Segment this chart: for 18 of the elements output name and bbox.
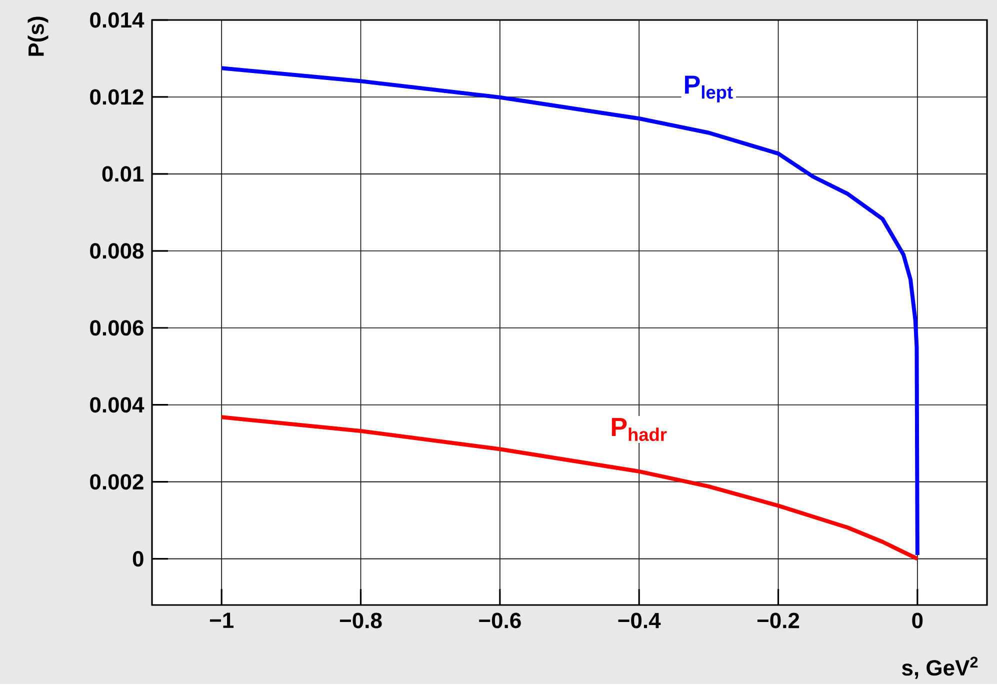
y-tick-label: 0.006 [90,320,144,336]
x-axis-title: s, GeV$^{2}$ [902,656,978,679]
y-tick-label: 0.012 [90,89,144,105]
x-tick-label: −0.4 [618,612,661,628]
x-tick-label: −0.2 [757,612,800,628]
x-tick-label: 0 [912,612,923,628]
y-tick-label: 0.01 [102,166,144,182]
x-tick-label: −0.8 [340,612,382,628]
x-tick-label: −1 [210,612,234,628]
series-label: P$_{lept}$ [685,76,733,102]
y-tick-label: 0.008 [90,243,144,259]
y-tick-label: 0.014 [90,12,144,28]
series-label: P$_{hadr}$ [612,418,667,441]
y-tick-label: 0 [132,550,144,567]
y-tick-label: 0.004 [90,397,144,413]
y-tick-label: 0.002 [90,474,144,490]
x-tick-label: −0.6 [479,612,521,628]
y-axis-title: P(s) [28,16,48,56]
